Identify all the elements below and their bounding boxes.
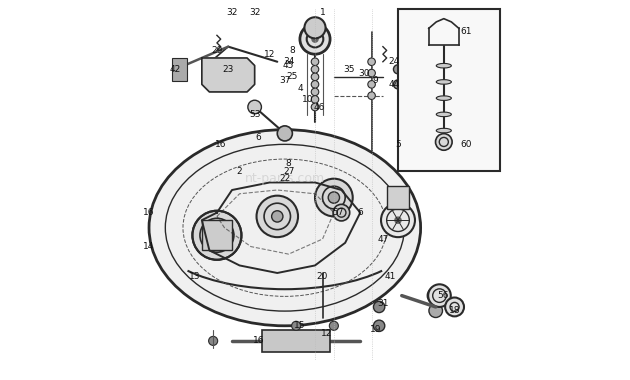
Text: 31: 31 — [377, 299, 389, 308]
Text: 60: 60 — [460, 140, 472, 149]
Circle shape — [311, 65, 319, 73]
Circle shape — [381, 203, 415, 237]
Text: 35: 35 — [343, 65, 355, 74]
Text: 12: 12 — [264, 50, 275, 59]
Text: 19: 19 — [370, 325, 381, 334]
Text: 12: 12 — [321, 329, 332, 338]
Text: 61: 61 — [460, 27, 472, 36]
Polygon shape — [202, 58, 255, 92]
Circle shape — [394, 216, 402, 224]
Circle shape — [272, 211, 283, 222]
Circle shape — [311, 35, 319, 43]
Text: 22: 22 — [279, 174, 290, 183]
Circle shape — [428, 284, 451, 307]
Text: 8: 8 — [290, 46, 295, 55]
Text: nt-parts.com: nt-parts.com — [245, 172, 325, 185]
Text: 23: 23 — [222, 65, 234, 74]
Text: 45: 45 — [283, 61, 294, 70]
Text: 4: 4 — [297, 84, 303, 93]
Circle shape — [368, 58, 375, 65]
Text: 56: 56 — [437, 291, 449, 300]
Text: 16: 16 — [215, 140, 226, 149]
Text: 25: 25 — [287, 72, 298, 81]
Text: 15: 15 — [294, 321, 306, 330]
Circle shape — [368, 69, 375, 77]
Text: 32: 32 — [249, 8, 260, 17]
Bar — [171, 58, 186, 81]
Text: 16: 16 — [253, 336, 264, 345]
Text: 34: 34 — [283, 57, 294, 66]
Text: 6: 6 — [256, 133, 261, 142]
Text: 57: 57 — [332, 208, 343, 217]
Bar — [398, 9, 500, 171]
Ellipse shape — [437, 128, 451, 133]
Ellipse shape — [437, 96, 451, 100]
Circle shape — [315, 179, 353, 216]
Text: 18: 18 — [449, 306, 461, 315]
Text: 30: 30 — [358, 68, 370, 78]
Circle shape — [311, 103, 319, 111]
Bar — [387, 186, 410, 209]
Text: 41: 41 — [385, 272, 396, 281]
Circle shape — [248, 100, 261, 114]
Text: 1: 1 — [319, 8, 326, 17]
Circle shape — [311, 96, 319, 103]
Circle shape — [311, 58, 319, 65]
Text: 16: 16 — [143, 208, 155, 217]
Circle shape — [432, 292, 440, 299]
Circle shape — [368, 81, 375, 88]
Bar — [262, 329, 330, 352]
Circle shape — [304, 17, 326, 38]
Circle shape — [277, 126, 292, 141]
Text: 14: 14 — [144, 242, 155, 251]
Circle shape — [427, 287, 444, 304]
Text: 6: 6 — [357, 208, 363, 217]
Text: 13: 13 — [188, 272, 200, 281]
Circle shape — [292, 321, 301, 330]
Text: 46: 46 — [313, 103, 324, 111]
Circle shape — [311, 73, 319, 81]
Text: 24: 24 — [389, 57, 400, 66]
Bar — [202, 220, 232, 250]
Circle shape — [394, 80, 403, 89]
Circle shape — [328, 192, 340, 203]
Ellipse shape — [437, 80, 451, 84]
Ellipse shape — [437, 63, 451, 68]
Text: 9: 9 — [372, 76, 378, 85]
Text: 29: 29 — [211, 46, 222, 55]
Ellipse shape — [437, 112, 451, 117]
Text: 42: 42 — [170, 65, 181, 74]
Circle shape — [256, 196, 298, 237]
Text: 53: 53 — [249, 110, 260, 119]
Text: 8: 8 — [286, 159, 292, 168]
Text: 5: 5 — [395, 140, 401, 149]
Circle shape — [209, 336, 218, 345]
Circle shape — [209, 228, 224, 243]
Circle shape — [215, 71, 226, 82]
Circle shape — [333, 204, 350, 221]
Circle shape — [374, 301, 385, 313]
Text: 20: 20 — [317, 272, 328, 281]
Text: 10: 10 — [302, 95, 313, 104]
Circle shape — [311, 81, 319, 88]
Circle shape — [374, 320, 385, 331]
Circle shape — [368, 92, 375, 100]
Text: 27: 27 — [283, 167, 294, 176]
Circle shape — [311, 88, 319, 96]
Text: 44: 44 — [389, 80, 400, 89]
Text: 32: 32 — [226, 8, 238, 17]
Circle shape — [329, 321, 338, 330]
Text: 47: 47 — [377, 234, 389, 244]
Circle shape — [429, 304, 442, 318]
Circle shape — [445, 298, 464, 317]
Circle shape — [435, 134, 452, 150]
Circle shape — [192, 211, 241, 260]
Text: 2: 2 — [237, 167, 243, 176]
Ellipse shape — [149, 130, 421, 326]
Circle shape — [300, 24, 330, 54]
Text: 37: 37 — [279, 76, 290, 85]
Circle shape — [394, 65, 403, 74]
